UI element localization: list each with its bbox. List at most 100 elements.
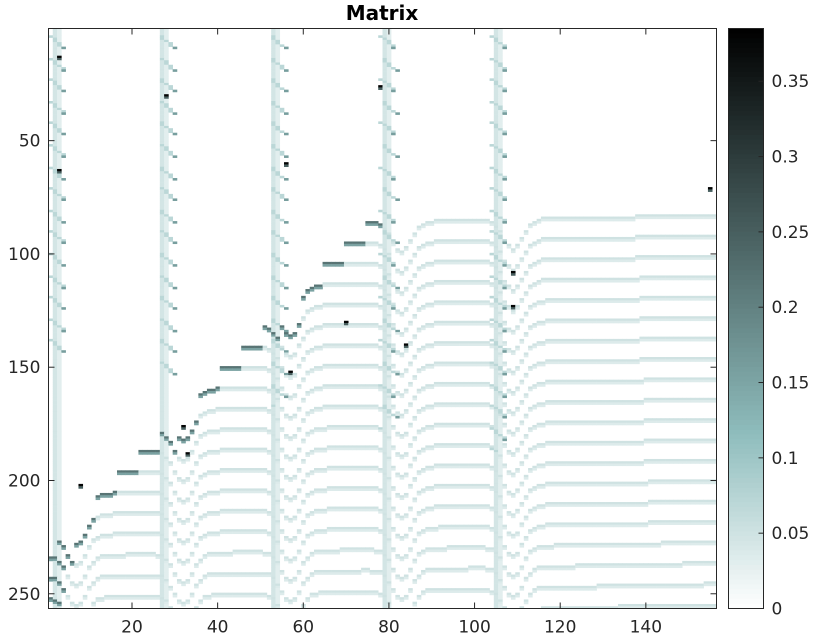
heatmap-cell — [288, 375, 293, 378]
heatmap-cell — [159, 232, 165, 235]
heatmap-cell — [61, 350, 66, 353]
heatmap-cell — [425, 323, 430, 326]
heatmap-cell — [485, 445, 490, 448]
heatmap-cell — [386, 114, 392, 118]
heatmap-cell — [361, 384, 366, 387]
heatmap-cell — [52, 309, 58, 313]
heatmap-cell — [266, 350, 272, 353]
heatmap-cell — [275, 388, 281, 392]
heatmap-cell — [395, 155, 400, 158]
heatmap-cell — [52, 168, 58, 172]
heatmap-cell — [296, 447, 302, 451]
heatmap-cell — [408, 404, 413, 408]
heatmap-cell — [382, 345, 388, 349]
heatmap-cell — [386, 178, 392, 181]
heatmap-cell — [703, 479, 709, 482]
heatmap-cell — [57, 200, 62, 204]
heatmap-cell — [331, 323, 336, 326]
heatmap-cell — [352, 261, 358, 265]
heatmap-cell — [159, 325, 165, 328]
heatmap-cell — [699, 318, 704, 322]
heatmap-cell — [275, 69, 281, 72]
heatmap-cell — [159, 422, 165, 426]
heatmap-cell — [271, 327, 276, 331]
heatmap-cell — [275, 223, 281, 226]
heatmap-cell — [575, 239, 580, 242]
heatmap-cell — [373, 221, 379, 224]
heatmap-cell — [322, 366, 328, 369]
heatmap-cell — [528, 366, 533, 369]
heatmap-cell — [318, 304, 323, 308]
heatmap-cell — [489, 361, 495, 365]
heatmap-cell — [189, 449, 195, 453]
heatmap-cell — [622, 443, 627, 446]
heatmap-cell — [622, 361, 627, 365]
heatmap-cell — [386, 85, 392, 88]
heatmap-cell — [348, 343, 353, 346]
heatmap-cell — [639, 257, 644, 260]
heatmap-cell — [386, 53, 392, 56]
heatmap-cell — [296, 470, 302, 473]
heatmap-cell — [57, 458, 62, 462]
heatmap-cell — [52, 302, 58, 306]
heatmap-cell — [669, 461, 674, 464]
heatmap-cell — [502, 384, 507, 387]
heatmap-cell — [369, 302, 375, 306]
heatmap-cell — [309, 388, 315, 392]
heatmap-cell — [446, 402, 452, 405]
heatmap-cell — [159, 35, 165, 38]
heatmap-cell — [416, 289, 422, 292]
heatmap-cell — [502, 329, 507, 333]
heatmap-cell — [57, 69, 62, 72]
heatmap-cell — [159, 350, 165, 353]
heatmap-cell — [502, 307, 507, 310]
heatmap-cell — [57, 415, 62, 419]
heatmap-cell — [382, 241, 388, 245]
heatmap-cell — [52, 454, 58, 458]
heatmap-cell — [335, 445, 340, 448]
heatmap-cell — [301, 420, 306, 424]
heatmap-cell — [626, 440, 632, 444]
heatmap-cell — [275, 336, 281, 340]
heatmap-cell — [382, 470, 388, 473]
heatmap-cell — [258, 470, 263, 473]
heatmap-cell — [395, 415, 400, 419]
heatmap-cell — [168, 302, 173, 306]
heatmap-cell — [493, 307, 499, 310]
heatmap-cell — [498, 255, 503, 258]
heatmap-cell — [52, 162, 58, 165]
heatmap-cell — [57, 329, 62, 333]
heatmap-cell — [378, 406, 383, 410]
heatmap-cell — [159, 110, 165, 113]
heatmap-cell — [690, 461, 696, 464]
heatmap-cell — [181, 438, 186, 442]
heatmap-cell — [515, 429, 520, 433]
heatmap-cell — [498, 246, 503, 249]
heatmap-cell — [168, 173, 173, 177]
heatmap-cell — [639, 440, 644, 444]
heatmap-cell — [275, 477, 281, 480]
heatmap-cell — [279, 44, 285, 47]
heatmap-cell — [643, 257, 649, 260]
heatmap-cell — [57, 409, 62, 412]
heatmap-cell — [493, 153, 499, 156]
heatmap-cell — [284, 332, 289, 335]
heatmap-cell — [369, 445, 375, 448]
heatmap-cell — [669, 295, 674, 299]
heatmap-cell — [613, 422, 619, 426]
heatmap-cell — [382, 85, 388, 88]
heatmap-cell — [652, 295, 657, 299]
heatmap-cell — [391, 243, 396, 247]
heatmap-cell — [159, 463, 165, 467]
heatmap-cell — [57, 178, 62, 181]
heatmap-cell — [545, 440, 550, 444]
heatmap-cell — [386, 202, 392, 206]
heatmap-cell — [493, 96, 499, 100]
heatmap-cell — [326, 282, 332, 285]
heatmap-cell — [159, 243, 165, 247]
heatmap-cell — [528, 347, 533, 351]
heatmap-cell — [682, 234, 687, 238]
heatmap-cell — [416, 350, 422, 353]
heatmap-cell — [442, 363, 448, 367]
heatmap-cell — [275, 329, 281, 333]
